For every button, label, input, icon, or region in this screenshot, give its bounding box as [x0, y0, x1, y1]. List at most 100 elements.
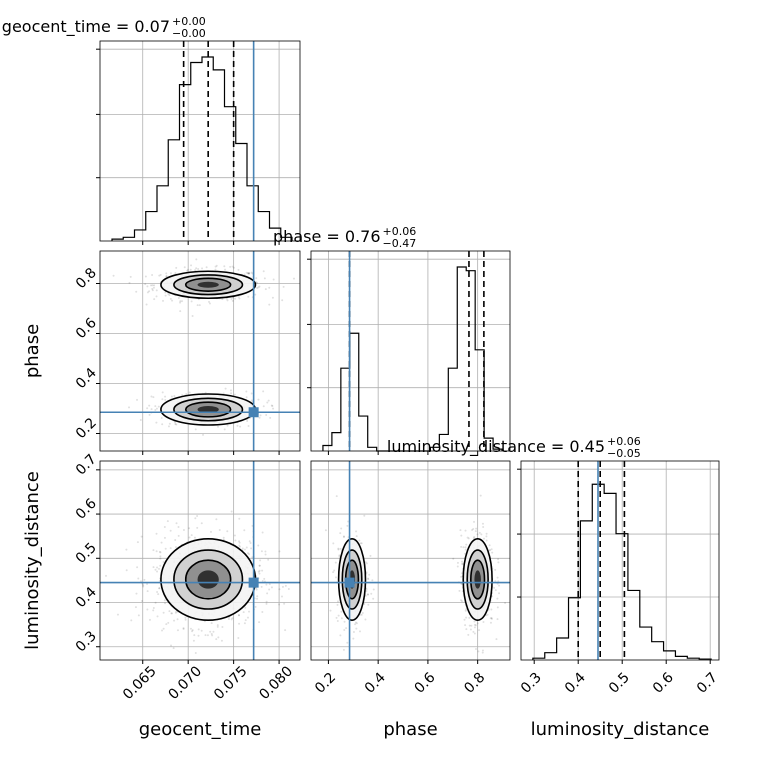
sample-point — [364, 618, 367, 621]
sample-point — [257, 286, 260, 289]
sample-point — [497, 558, 500, 561]
sample-point — [259, 414, 262, 417]
sample-point — [489, 617, 492, 620]
sample-point — [496, 597, 499, 600]
sample-point — [189, 627, 192, 630]
sample-point — [496, 618, 499, 621]
sample-point — [136, 566, 139, 569]
sample-point — [140, 580, 143, 583]
sample-point — [167, 425, 170, 428]
sample-point — [162, 561, 165, 564]
sample-point — [355, 535, 358, 538]
sample-point — [210, 632, 213, 635]
sample-point — [186, 268, 189, 271]
sample-point — [170, 644, 173, 647]
sample-point — [190, 534, 193, 537]
sample-point — [339, 547, 342, 550]
sample-point — [159, 555, 162, 558]
sample-point — [221, 298, 224, 301]
sample-point — [367, 577, 370, 580]
sample-point — [339, 532, 342, 535]
sample-point — [191, 630, 194, 633]
sample-point — [225, 297, 228, 300]
sample-point — [136, 541, 139, 544]
sample-point — [230, 618, 233, 621]
sample-point — [146, 590, 149, 593]
contour-level-3 — [197, 281, 219, 288]
sample-point — [343, 629, 346, 632]
sample-point — [152, 606, 155, 609]
sample-point — [146, 583, 149, 586]
sample-point — [257, 544, 260, 547]
sample-point — [364, 594, 367, 597]
sample-point — [192, 639, 195, 642]
sample-point — [256, 597, 259, 600]
sample-point — [485, 539, 488, 542]
sample-point — [238, 540, 241, 543]
sample-point — [265, 414, 268, 417]
sample-point — [489, 549, 492, 552]
sample-point — [336, 600, 339, 603]
sample-point — [262, 390, 265, 393]
sample-point — [270, 586, 273, 589]
sample-point — [372, 588, 375, 591]
sample-point — [223, 428, 226, 431]
x-tick-label: 0.075 — [211, 663, 251, 703]
sample-point — [270, 404, 273, 407]
sample-point — [486, 613, 489, 616]
y-tick-label: 0.4 — [73, 365, 100, 392]
sample-point — [146, 291, 149, 294]
contour-level-3 — [197, 406, 219, 413]
sample-point — [339, 634, 342, 637]
sample-point — [258, 285, 261, 288]
sample-point — [176, 618, 179, 621]
sample-point — [271, 296, 274, 299]
sample-point — [164, 395, 167, 398]
sample-point — [155, 421, 158, 424]
sample-point — [261, 569, 264, 572]
sample-point — [363, 602, 366, 605]
sample-point — [268, 588, 271, 591]
sample-point — [158, 587, 161, 590]
sample-point — [263, 577, 266, 580]
sample-point — [338, 555, 341, 558]
sample-point — [224, 268, 227, 271]
sample-point — [250, 392, 253, 395]
sample-point — [460, 534, 463, 537]
sample-point — [335, 616, 338, 619]
sample-point — [209, 530, 212, 533]
sample-point — [490, 617, 493, 620]
sample-point — [338, 554, 341, 557]
sample-point — [248, 553, 251, 556]
sample-point — [215, 518, 218, 521]
sample-point — [155, 295, 158, 298]
sample-point — [266, 401, 269, 404]
sample-point — [498, 584, 501, 587]
sample-point — [372, 597, 375, 600]
sample-point — [179, 300, 182, 303]
sample-point — [465, 608, 468, 611]
sample-point — [292, 277, 295, 280]
sample-point — [474, 530, 477, 533]
sample-point — [184, 616, 187, 619]
sample-point — [158, 587, 161, 590]
sample-point — [214, 268, 217, 271]
x-tick-label: 0.7 — [694, 670, 721, 697]
sample-point — [337, 548, 340, 551]
sample-point — [197, 268, 200, 271]
sample-point — [161, 423, 164, 426]
sample-point — [247, 272, 250, 275]
sample-point — [159, 564, 162, 567]
sample-point — [169, 297, 172, 300]
sample-point — [146, 285, 149, 288]
sample-point — [150, 395, 153, 398]
sample-point — [243, 548, 246, 551]
sample-point — [483, 537, 486, 540]
sample-point — [200, 522, 203, 525]
sample-point — [261, 579, 264, 582]
axes-frame — [310, 250, 511, 452]
sample-point — [150, 408, 153, 411]
sample-point — [472, 630, 475, 633]
sample-point — [174, 421, 177, 424]
